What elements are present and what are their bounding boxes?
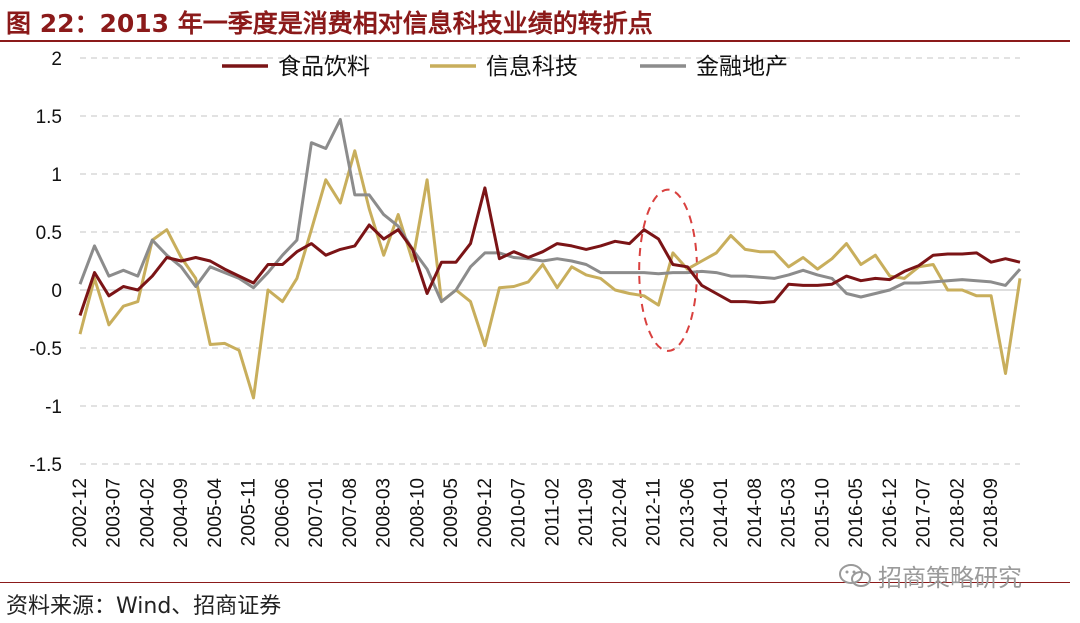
x-tick-label: 2014-01	[711, 478, 732, 548]
x-tick-label: 2018-09	[981, 478, 1002, 548]
y-tick-label: 1.5	[36, 107, 62, 128]
watermark-text: 招商策略研究	[878, 564, 1022, 592]
y-tick-label: 0.5	[36, 223, 62, 244]
x-tick-label: 2009-05	[441, 478, 462, 548]
x-tick-label: 2016-05	[846, 478, 867, 548]
x-tick-label: 2007-08	[340, 478, 361, 548]
x-tick-label: 2018-02	[947, 478, 968, 548]
y-tick-label: -0.5	[29, 339, 62, 360]
y-tick-label: 2	[51, 49, 62, 70]
y-tick-label: -1.5	[29, 455, 62, 476]
line-chart: 2 1.5 1 0.5 0 -0.5 -1 -1.5 2002-12 2003-07 2004-0…	[29, 49, 1022, 548]
x-tick-label: 2014-08	[745, 478, 766, 548]
chart-title: 图 22：2013 年一季度是消费相对信息科技业绩的转折点	[6, 9, 653, 38]
y-tick-label: 1	[51, 165, 62, 186]
x-tick-label: 2010-07	[509, 478, 530, 548]
source-note: 资料来源：Wind、招商证券	[6, 594, 282, 619]
gridlines	[80, 57, 1020, 465]
x-tick-label: 2013-06	[677, 478, 698, 548]
x-tick-label: 2009-12	[475, 478, 496, 548]
x-tick-label: 2017-07	[914, 478, 935, 548]
x-tick-label: 2015-03	[779, 478, 800, 548]
y-axis: 2 1.5 1 0.5 0 -0.5 -1 -1.5	[29, 49, 62, 476]
annotation-ellipse	[638, 188, 699, 352]
x-tick-label: 2004-09	[171, 478, 192, 548]
watermark: 招商策略研究	[838, 558, 1022, 593]
x-tick-label: 2004-02	[137, 478, 158, 548]
y-tick-label: -1	[45, 397, 62, 418]
legend-label: 信息科技	[486, 54, 578, 80]
legend: 食品饮料 信息科技 金融地产	[222, 54, 788, 80]
title-divider	[0, 40, 1070, 42]
x-axis: 2002-12 2003-07 2004-02 2004-09 2005-04 2005-…	[70, 478, 1002, 548]
x-tick-label: 2016-12	[880, 478, 901, 548]
x-tick-label: 2006-06	[272, 478, 293, 548]
wechat-icon	[839, 563, 871, 587]
x-tick-label: 2011-09	[576, 478, 597, 546]
x-tick-label: 2012-11	[644, 478, 665, 546]
footer-divider	[0, 582, 1070, 583]
legend-label: 金融地产	[696, 54, 788, 80]
x-tick-label: 2008-10	[407, 478, 428, 548]
legend-label: 食品饮料	[278, 54, 370, 80]
series-lines	[78, 118, 1022, 400]
x-tick-label: 2005-04	[205, 478, 226, 548]
x-tick-label: 2003-07	[104, 478, 125, 548]
x-tick-label: 2008-03	[374, 478, 395, 548]
y-tick-label: 0	[51, 281, 62, 302]
series-line-2	[78, 149, 1022, 400]
x-tick-label: 2011-02	[542, 478, 563, 546]
x-tick-label: 2005-11	[239, 478, 260, 546]
x-tick-label: 2015-10	[812, 478, 833, 548]
annotation-layer	[638, 188, 699, 352]
series-line-3	[78, 118, 1022, 304]
x-tick-label: 2012-04	[610, 478, 631, 548]
series-line-1	[78, 186, 1021, 316]
x-tick-label: 2002-12	[70, 478, 91, 548]
x-tick-label: 2007-01	[306, 478, 327, 548]
